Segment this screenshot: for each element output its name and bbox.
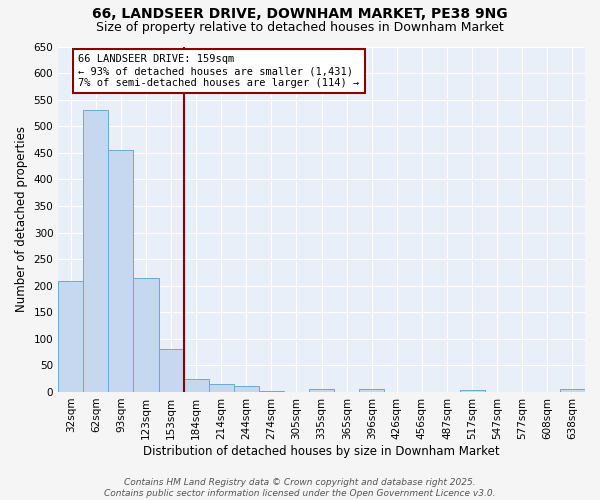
Bar <box>560 390 585 392</box>
Bar <box>359 390 385 392</box>
Bar <box>58 282 83 392</box>
Bar <box>309 389 334 392</box>
Y-axis label: Number of detached properties: Number of detached properties <box>15 126 28 312</box>
Text: 66, LANDSEER DRIVE, DOWNHAM MARKET, PE38 9NG: 66, LANDSEER DRIVE, DOWNHAM MARKET, PE38… <box>92 8 508 22</box>
Text: 66 LANDSEER DRIVE: 159sqm
← 93% of detached houses are smaller (1,431)
7% of sem: 66 LANDSEER DRIVE: 159sqm ← 93% of detac… <box>78 54 359 88</box>
Bar <box>234 386 259 392</box>
Bar <box>83 110 109 392</box>
Bar <box>209 384 234 392</box>
Bar <box>184 378 209 392</box>
Text: Size of property relative to detached houses in Downham Market: Size of property relative to detached ho… <box>96 21 504 34</box>
Text: Contains HM Land Registry data © Crown copyright and database right 2025.
Contai: Contains HM Land Registry data © Crown c… <box>104 478 496 498</box>
Bar <box>133 278 158 392</box>
X-axis label: Distribution of detached houses by size in Downham Market: Distribution of detached houses by size … <box>143 444 500 458</box>
Bar <box>158 350 184 392</box>
Bar <box>460 390 485 392</box>
Bar <box>259 391 284 392</box>
Bar <box>109 150 133 392</box>
